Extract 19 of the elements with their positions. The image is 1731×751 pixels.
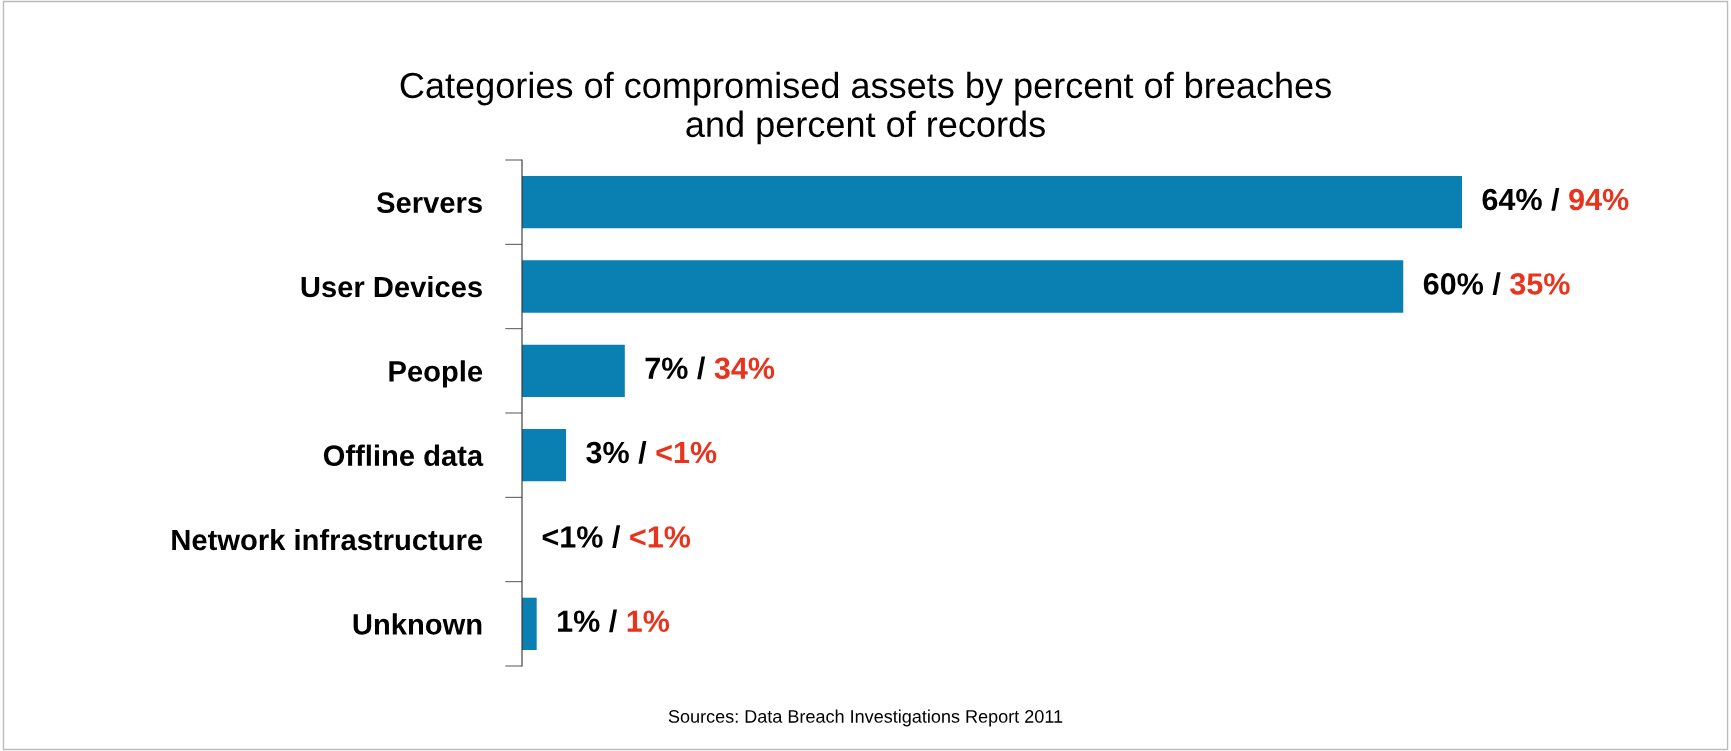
chart-title: Categories of compromised assets by percent of breaches and percent of records [400,71,1331,145]
bar [522,429,567,482]
data-label: 7% / 34% [645,356,775,380]
bar [522,260,1404,313]
text: <1% / <1% [542,525,691,549]
y-tick-label: People [389,360,483,388]
data-label: 1% / 1% [558,609,670,633]
y-tick-label: Unknown [353,613,482,635]
data-label: 3% / <1% [586,440,717,464]
source-note: Sources: Data Breach Investigations Report 2011 [668,709,1063,727]
bar [522,597,537,650]
data-label: 60% / 35% [1423,272,1570,296]
y-tick-label: User Devices [301,275,482,298]
bar [522,344,625,397]
bar [522,176,1462,229]
y-tick-label: Offline data [323,444,484,467]
y-tick-label: Servers [376,192,482,214]
data-label: 64% / 94% [1482,187,1629,211]
y-tick-label: Network infrastructure [172,528,483,551]
